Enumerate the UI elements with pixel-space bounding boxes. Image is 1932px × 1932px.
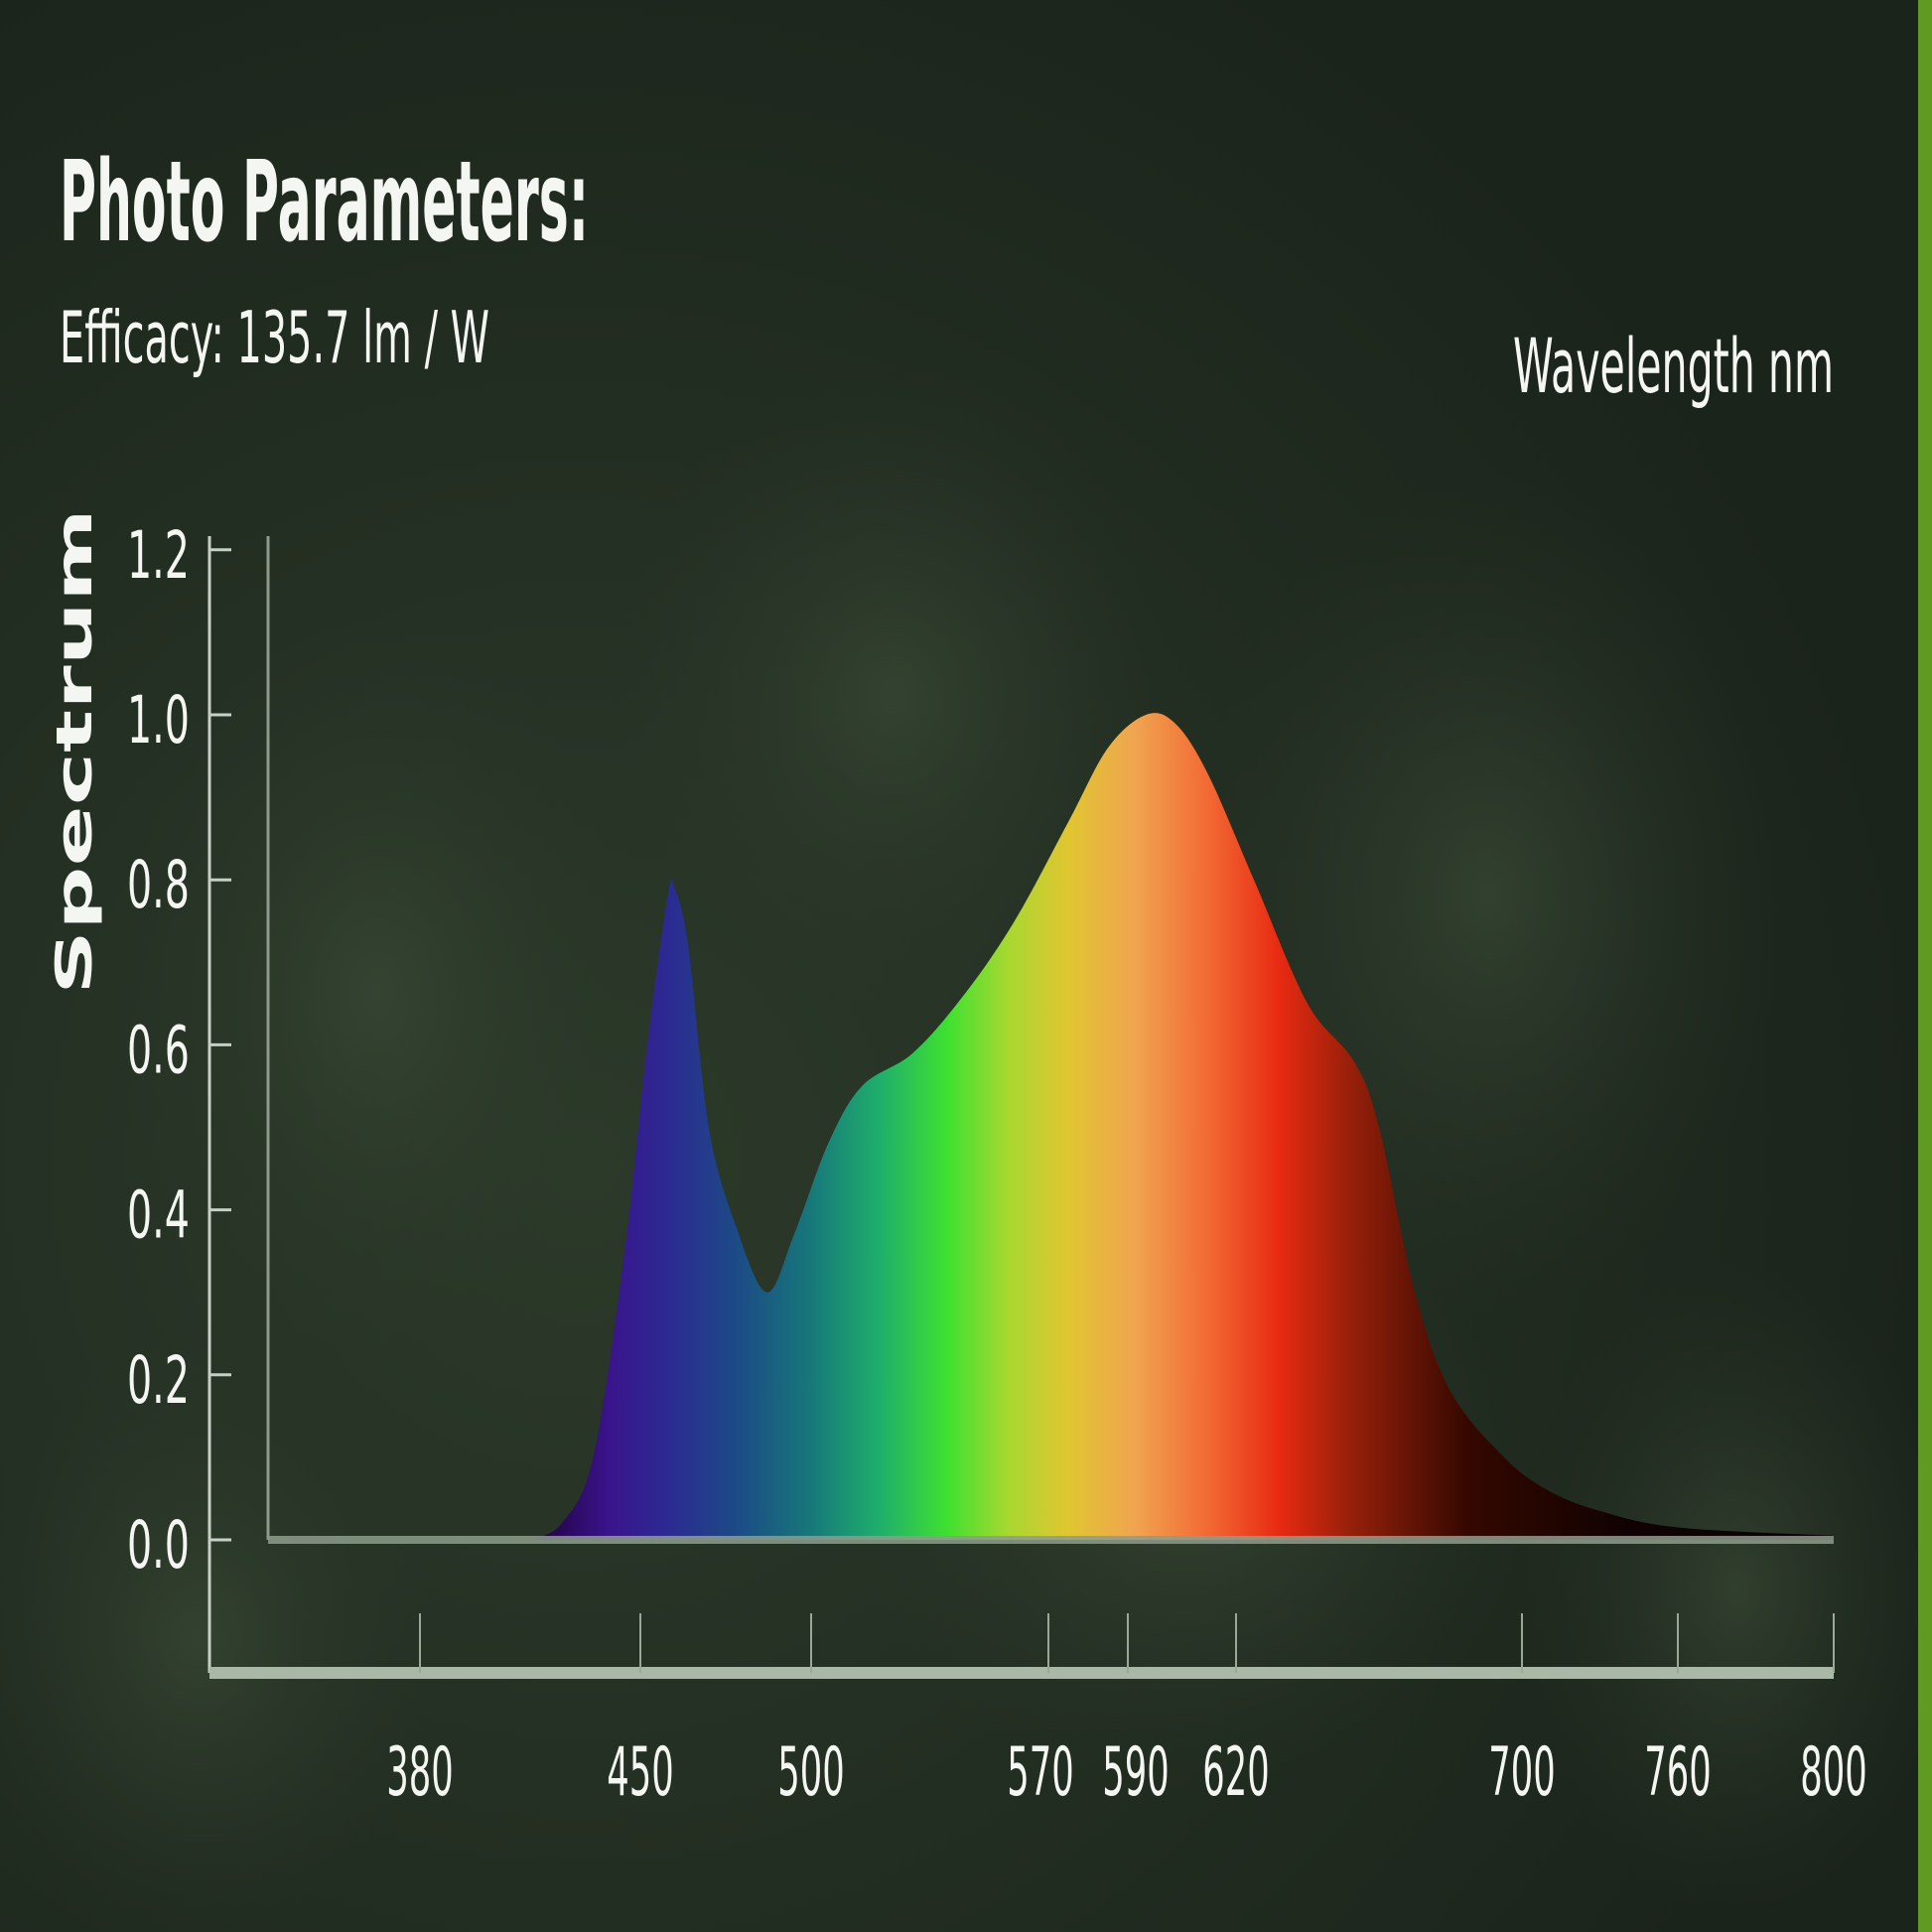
y-ticks: 0.0 0.2 0.4 0.6 0.8 1.0 1.2 [127, 516, 231, 1584]
x-tick-label: 800 [1800, 1732, 1866, 1811]
edge-accent [1918, 0, 1932, 1932]
x-tick-label: 700 [1488, 1732, 1555, 1811]
x-axis-title: Wavelength nm [1513, 322, 1834, 410]
y-tick-label: 0.8 [127, 846, 190, 923]
x-tick-label: 570 [1007, 1732, 1073, 1811]
x-ticks: 380 450 500 570 590 620 700 760 800 [386, 1613, 1867, 1811]
y-axis-title: Spectrum [46, 508, 103, 995]
y-tick-label: 0.0 [127, 1506, 190, 1584]
y-tick-label: 0.6 [127, 1012, 190, 1089]
x-tick-label: 500 [777, 1732, 844, 1811]
y-tick-label: 0.2 [127, 1341, 190, 1419]
efficacy-label: Efficacy: 135.7 lm / W [60, 296, 489, 379]
x-tick-label: 620 [1202, 1732, 1269, 1811]
page-title: Photo Parameters: [60, 138, 589, 267]
x-tick-label: 380 [386, 1732, 453, 1811]
y-tick-label: 1.0 [127, 681, 190, 759]
spectrum-area [530, 713, 1834, 1540]
y-tick-label: 0.4 [127, 1176, 190, 1254]
x-tick-label: 590 [1102, 1732, 1169, 1811]
x-tick-label: 450 [607, 1732, 673, 1811]
y-tick-label: 1.2 [127, 516, 190, 594]
x-tick-label: 760 [1644, 1732, 1711, 1811]
